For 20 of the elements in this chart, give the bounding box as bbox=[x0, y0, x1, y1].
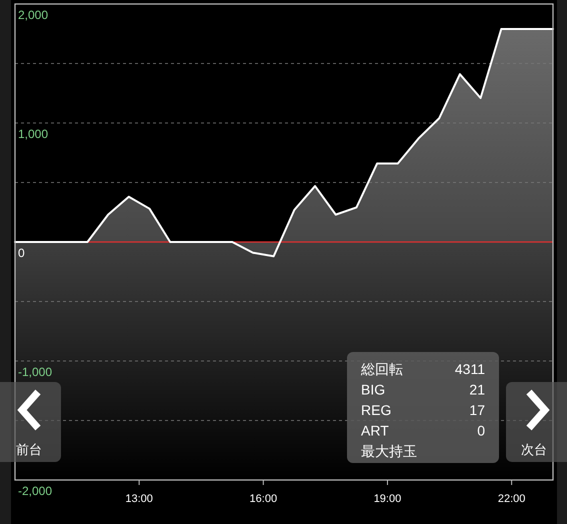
annotation: REG bbox=[361, 402, 392, 418]
annotation: 21 bbox=[469, 382, 486, 398]
annotation: ART bbox=[361, 422, 390, 438]
annotation: 総回転 bbox=[360, 361, 403, 377]
x-tick-label: 13:00 bbox=[125, 493, 153, 505]
annotation: 次台 bbox=[521, 442, 547, 457]
annotation: 4311 bbox=[454, 361, 486, 377]
x-tick-label: 16:00 bbox=[250, 493, 278, 505]
y-tick-label: -1,000 bbox=[18, 365, 52, 379]
annotation: 最大持玉 bbox=[361, 443, 417, 459]
y-tick-label: 1,000 bbox=[18, 127, 48, 141]
y-tick-label: -2,000 bbox=[18, 484, 52, 498]
y-tick-label: 2,000 bbox=[18, 8, 48, 22]
y-tick-label: 0 bbox=[18, 246, 25, 260]
x-tick-label: 19:00 bbox=[374, 493, 402, 505]
annotation: 前台 bbox=[16, 442, 42, 457]
annotation: 17 bbox=[469, 402, 486, 418]
x-tick-label: 22:00 bbox=[498, 493, 526, 505]
annotation: 0 bbox=[477, 422, 486, 438]
annotation: BIG bbox=[361, 382, 386, 398]
